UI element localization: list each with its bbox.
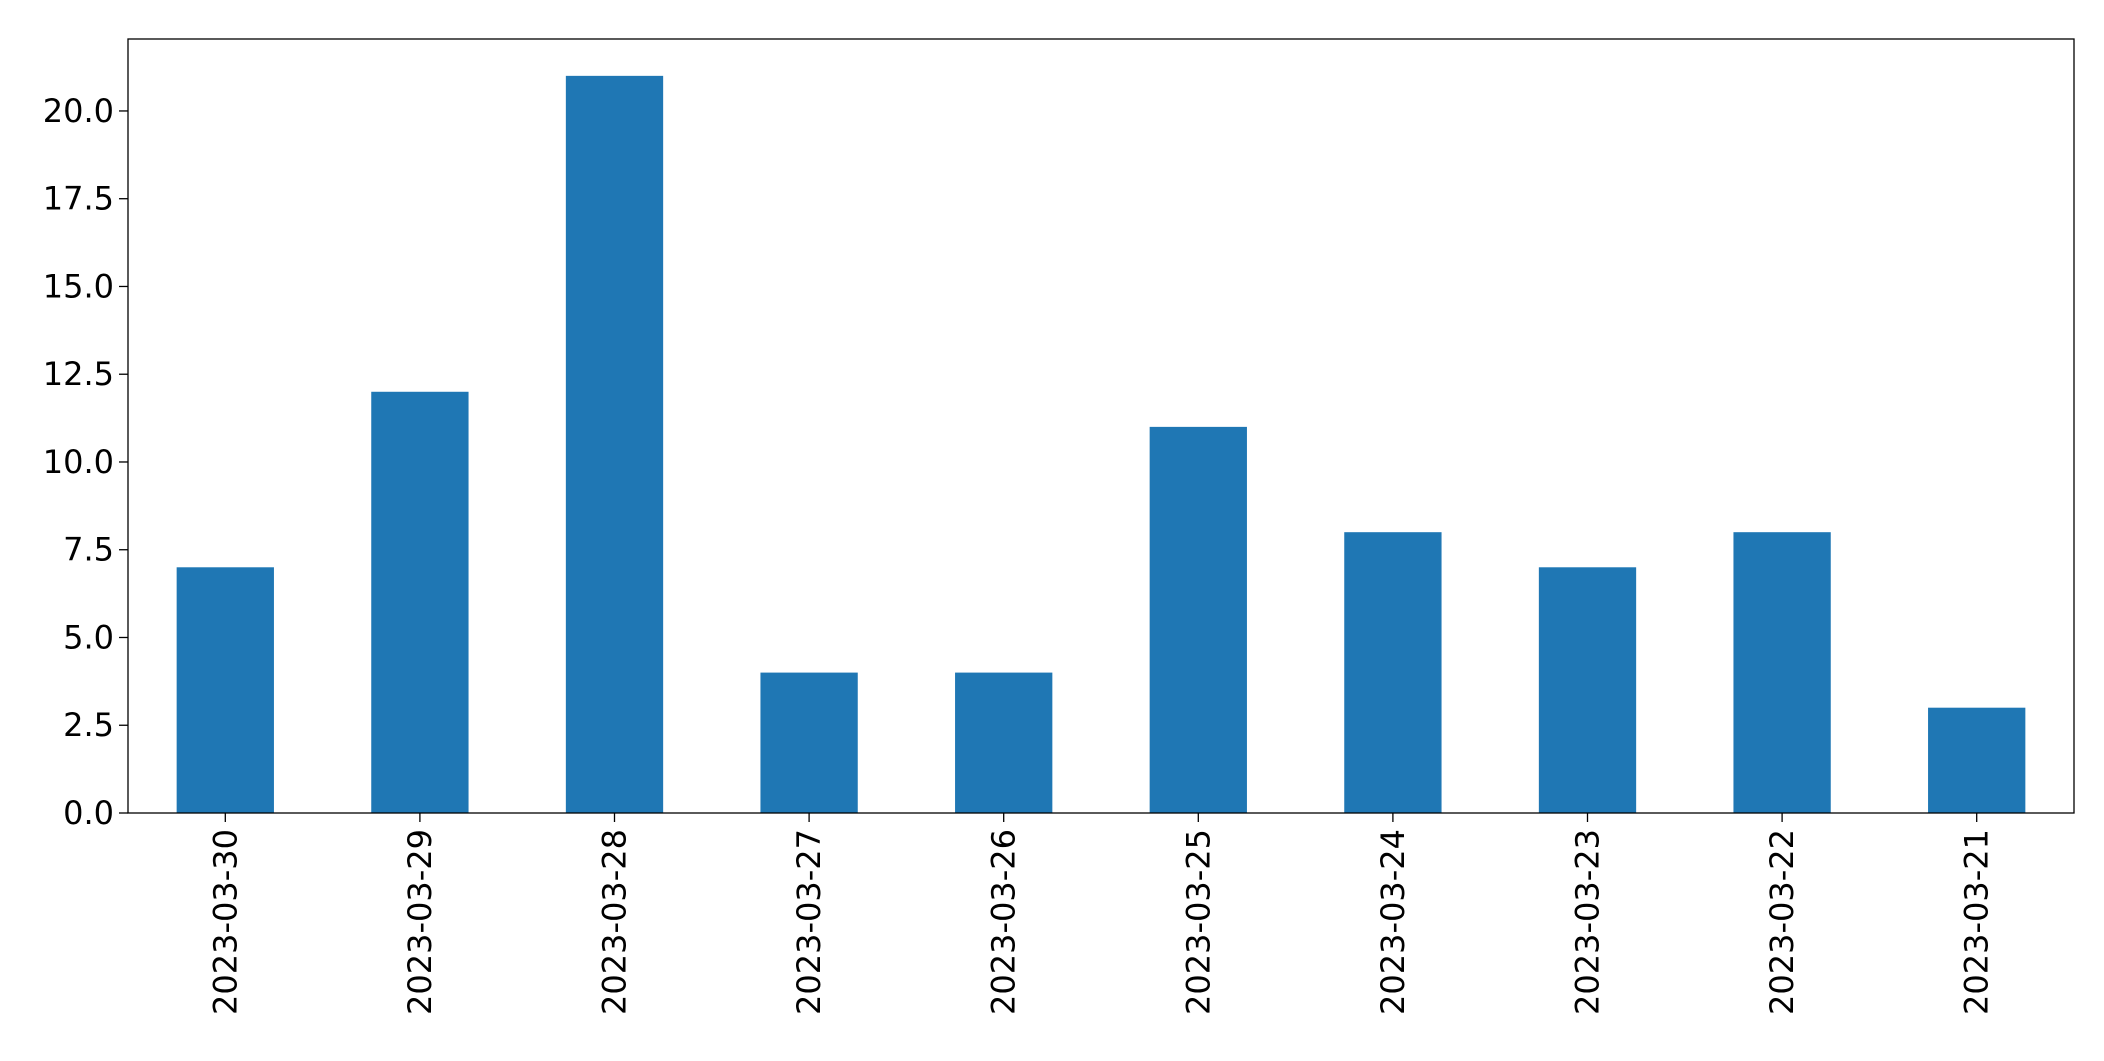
y-tick-label: 12.5	[43, 355, 114, 393]
y-tick-label: 17.5	[43, 180, 114, 218]
x-tick-label: 2023-03-27	[790, 829, 828, 1015]
y-tick-label: 15.0	[43, 267, 114, 305]
y-tick-label: 5.0	[63, 618, 114, 656]
x-tick-label: 2023-03-30	[206, 829, 244, 1015]
y-tick-label: 20.0	[43, 92, 114, 130]
bar	[1344, 532, 1442, 813]
bar	[760, 672, 858, 813]
plot-frame	[127, 38, 2075, 814]
y-tick-label: 2.5	[63, 706, 114, 744]
y-tick-label: 0.0	[63, 794, 114, 832]
x-tick-label: 2023-03-22	[1763, 829, 1801, 1015]
x-tick-label: 2023-03-29	[401, 829, 439, 1015]
bar	[955, 672, 1053, 813]
bar	[1733, 532, 1831, 813]
bar	[371, 391, 469, 813]
bar	[1149, 426, 1247, 813]
x-tick-label: 2023-03-23	[1569, 829, 1607, 1015]
y-tick-label: 10.0	[43, 443, 114, 481]
x-tick-label: 2023-03-28	[596, 829, 634, 1015]
x-tick-label: 2023-03-25	[1179, 829, 1217, 1015]
y-tick-label: 7.5	[63, 531, 114, 569]
bar	[176, 567, 274, 813]
x-tick-label: 2023-03-21	[1958, 829, 1996, 1015]
bar	[565, 75, 664, 814]
bar	[1928, 707, 2026, 813]
bar	[1538, 567, 1637, 813]
x-tick-label: 2023-03-26	[985, 829, 1023, 1015]
x-tick-label: 2023-03-24	[1374, 829, 1412, 1015]
